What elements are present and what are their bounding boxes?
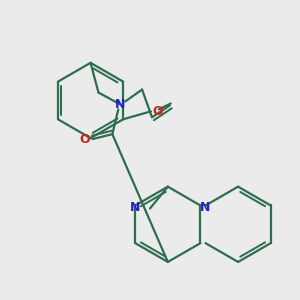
Text: N: N bbox=[130, 201, 140, 214]
Text: O: O bbox=[79, 133, 90, 146]
Text: N: N bbox=[200, 201, 211, 214]
Text: N: N bbox=[115, 98, 125, 111]
Text: O: O bbox=[152, 105, 163, 118]
